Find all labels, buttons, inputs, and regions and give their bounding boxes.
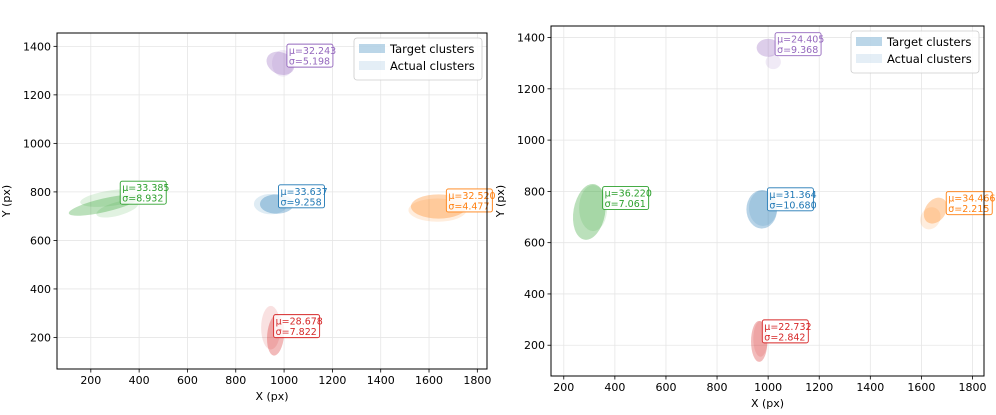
x-tick-label: 1000	[270, 374, 298, 387]
legend-swatch	[856, 54, 882, 63]
actual-cluster-ellipse	[765, 54, 781, 70]
y-tick-label: 800	[30, 186, 51, 199]
legend-entry-label: Actual clusters	[390, 59, 475, 73]
chart-panel-2: μ=24.405σ=9.368μ=31.364σ=10.680μ=36.220σ…	[494, 25, 995, 410]
cluster-sigma-label: σ=7.061	[605, 199, 646, 210]
legend: Target clusters Actual clusters	[850, 30, 980, 74]
legend-entry-label: Target clusters	[389, 42, 474, 56]
cluster-label-box	[119, 180, 167, 205]
cluster-label-box	[766, 187, 814, 212]
y-axis-label: Y (px)	[494, 185, 507, 218]
cluster-label-box	[286, 43, 334, 68]
cluster-mu-label: μ=33.637	[280, 187, 327, 198]
x-tick-label: 1600	[907, 381, 935, 394]
x-axis-label: X (px)	[255, 390, 288, 403]
x-tick-label: 1000	[754, 381, 782, 394]
y-tick-label: 600	[524, 237, 545, 250]
legend: Target clusters Actual clusters	[353, 37, 483, 81]
y-axis-label: Y (px)	[0, 185, 13, 218]
cluster-sigma-label: σ=7.822	[276, 327, 317, 338]
x-tick-label: 600	[177, 374, 198, 387]
x-tick-label: 200	[553, 381, 574, 394]
x-tick-label: 400	[129, 374, 150, 387]
legend-box	[353, 37, 483, 81]
cluster-mu-label: μ=32.243	[289, 46, 336, 57]
cluster-sigma-label: σ=2.215	[948, 204, 989, 215]
x-tick-label: 1200	[318, 374, 346, 387]
x-tick-label: 1800	[463, 374, 491, 387]
legend-swatch	[359, 44, 385, 53]
cluster-label-box	[602, 186, 650, 210]
cluster-sigma-label: σ=4.477	[448, 201, 489, 212]
y-tick-label: 800	[524, 185, 545, 198]
x-tick-label: 1600	[415, 374, 443, 387]
y-tick-label: 1200	[517, 83, 545, 96]
cluster-mu-label: μ=33.385	[122, 183, 169, 194]
y-tick-label: 400	[30, 283, 51, 296]
cluster-mu-label: μ=32.520	[448, 191, 495, 202]
cluster-label-box	[445, 188, 493, 213]
y-tick-label: 200	[524, 339, 545, 352]
y-tick-label: 400	[524, 288, 545, 301]
x-tick-label: 1200	[805, 381, 833, 394]
axes-frame	[56, 32, 488, 370]
cluster-mu-label: μ=34.466	[948, 194, 995, 205]
target-cluster-ellipse	[756, 38, 780, 57]
x-tick-label: 200	[80, 374, 101, 387]
y-tick-label: 1200	[23, 89, 51, 102]
cluster-mu-label: μ=28.678	[276, 317, 323, 328]
cluster-mu-label: μ=24.405	[777, 35, 824, 46]
legend-swatch	[856, 37, 882, 46]
target-cluster-ellipse	[572, 183, 606, 240]
x-tick-label: 600	[655, 381, 676, 394]
plot-area	[572, 38, 948, 362]
y-tick-label: 1000	[23, 137, 51, 150]
cluster-mu-label: μ=22.732	[764, 322, 811, 333]
y-tick-label: 1400	[23, 40, 51, 53]
x-tick-label: 1800	[959, 381, 987, 394]
cluster-sigma-label: σ=8.932	[122, 194, 163, 205]
legend-box	[850, 30, 980, 74]
legend-swatch	[359, 61, 385, 70]
cluster-sigma-label: σ=2.842	[764, 332, 805, 343]
x-tick-label: 800	[225, 374, 246, 387]
cluster-label-box	[761, 319, 809, 344]
x-tick-label: 1400	[367, 374, 395, 387]
x-tick-label: 400	[604, 381, 625, 394]
cluster-sigma-label: σ=5.198	[289, 57, 330, 68]
x-tick-label: 1400	[856, 381, 884, 394]
cluster-sigma-label: σ=9.258	[280, 197, 321, 208]
y-tick-label: 600	[30, 234, 51, 247]
legend-entry-label: Target clusters	[886, 35, 971, 49]
axes-frame	[550, 25, 985, 377]
cluster-label-box	[278, 184, 325, 209]
cluster-sigma-label: σ=10.680	[769, 200, 816, 211]
x-tick-label: 800	[707, 381, 728, 394]
cluster-label-box	[273, 314, 321, 339]
actual-cluster-ellipse	[920, 207, 941, 230]
cluster-mu-label: μ=36.220	[605, 189, 652, 200]
cluster-label-box	[774, 32, 822, 57]
y-tick-label: 1000	[517, 134, 545, 147]
legend-entry-label: Actual clusters	[887, 52, 972, 66]
y-tick-label: 1400	[517, 32, 545, 45]
chart-panel-1: μ=32.243σ=5.198μ=33.637σ=9.258μ=33.385σ=…	[0, 32, 496, 403]
y-tick-label: 200	[30, 331, 51, 344]
cluster-sigma-label: σ=9.368	[777, 45, 818, 56]
actual-cluster-ellipse	[579, 184, 608, 232]
cluster-label-box	[945, 191, 993, 216]
cluster-mu-label: μ=31.364	[769, 190, 816, 201]
target-cluster-ellipse	[923, 197, 948, 224]
x-axis-label: X (px)	[751, 397, 784, 410]
